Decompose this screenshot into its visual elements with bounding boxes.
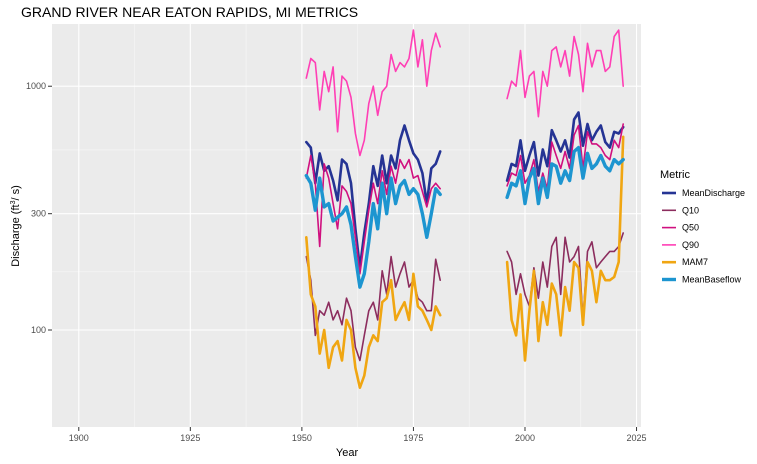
y-axis-title-tail: / s) <box>10 185 22 200</box>
y-tick-label: 300 <box>31 209 46 219</box>
legend-label-q10: Q10 <box>682 205 699 215</box>
series-line-q50 <box>305 123 624 275</box>
x-tick-label: 1950 <box>292 433 312 443</box>
y-axis-ticks: 100 300 1000 <box>26 81 52 335</box>
chart-title: GRAND RIVER NEAR EATON RAPIDS, MI METRIC… <box>21 4 358 20</box>
y-axis-title-main: Discharge (ft <box>10 204 22 266</box>
y-tick-label: 100 <box>31 325 46 335</box>
legend-label-meanbaseflow: MeanBaseflow <box>682 275 742 285</box>
x-axis-title: Year <box>336 447 359 459</box>
legend: MeanDischarge Q10 Q50 Q90 MAM7 MeanBaseflow <box>662 188 745 285</box>
x-tick-label: 1925 <box>180 433 200 443</box>
y-tick-label: 1000 <box>26 81 46 91</box>
x-tick-label: 2000 <box>515 433 535 443</box>
y-axis-title: Discharge (ft3/ s) <box>10 185 22 267</box>
x-axis-ticks: 1900 1925 1950 1975 2000 2025 <box>69 427 647 443</box>
legend-label-q50: Q50 <box>682 223 699 233</box>
legend-label-q90: Q90 <box>682 240 699 250</box>
series-line-q90 <box>305 29 624 157</box>
x-tick-label: 1900 <box>69 433 89 443</box>
legend-title: Metric <box>660 169 690 181</box>
x-tick-label: 1975 <box>403 433 423 443</box>
legend-label-mam7: MAM7 <box>682 257 708 267</box>
plot-panel <box>52 24 641 427</box>
series-lines <box>304 29 625 389</box>
series-line-meandischarge <box>305 111 625 270</box>
legend-label-meandischarge: MeanDischarge <box>682 188 745 198</box>
series-line-mam7 <box>305 135 625 389</box>
y-axis-title-superscript: 3 <box>10 200 17 204</box>
x-tick-label: 2025 <box>627 433 647 443</box>
series-line-meanbaseflow <box>304 145 625 289</box>
